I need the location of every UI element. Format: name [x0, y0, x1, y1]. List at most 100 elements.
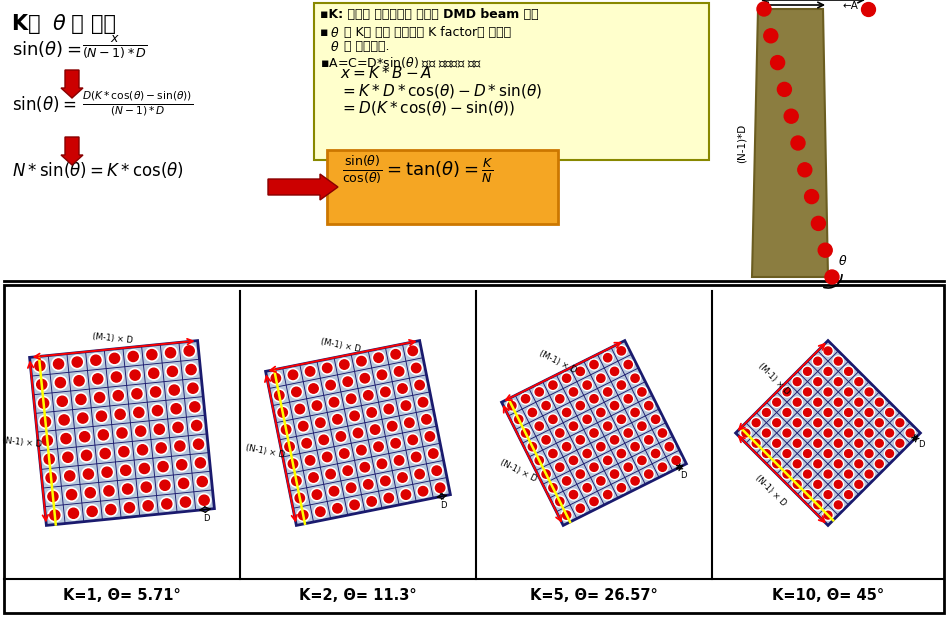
Circle shape: [76, 412, 89, 425]
Circle shape: [824, 511, 832, 519]
Circle shape: [574, 366, 586, 377]
Circle shape: [170, 402, 183, 415]
Circle shape: [314, 416, 327, 429]
Circle shape: [61, 450, 75, 464]
Circle shape: [388, 421, 397, 431]
Circle shape: [772, 397, 782, 407]
Circle shape: [72, 374, 86, 387]
Circle shape: [141, 499, 155, 513]
Circle shape: [343, 377, 353, 386]
Circle shape: [78, 413, 88, 423]
Circle shape: [855, 399, 863, 406]
Circle shape: [66, 489, 77, 500]
Circle shape: [55, 378, 65, 387]
Circle shape: [396, 471, 409, 484]
Circle shape: [377, 370, 387, 379]
Circle shape: [561, 373, 573, 384]
Circle shape: [812, 479, 823, 489]
Circle shape: [99, 447, 112, 460]
Circle shape: [638, 388, 646, 396]
Text: K=2, Θ= 11.3°: K=2, Θ= 11.3°: [300, 589, 417, 603]
Circle shape: [128, 352, 138, 362]
Circle shape: [762, 450, 771, 457]
Circle shape: [301, 437, 313, 450]
Circle shape: [379, 474, 392, 487]
Circle shape: [354, 428, 363, 437]
Text: K=5, Θ= 26.57°: K=5, Θ= 26.57°: [530, 589, 658, 603]
Circle shape: [644, 400, 654, 411]
Circle shape: [812, 438, 823, 449]
Circle shape: [316, 418, 325, 428]
Circle shape: [99, 430, 108, 440]
Circle shape: [824, 491, 832, 499]
Circle shape: [624, 429, 632, 437]
Circle shape: [574, 503, 586, 514]
Circle shape: [761, 407, 772, 418]
Circle shape: [139, 463, 150, 473]
Circle shape: [394, 456, 404, 465]
Circle shape: [326, 380, 336, 390]
Circle shape: [866, 450, 873, 457]
Circle shape: [508, 402, 516, 410]
Circle shape: [644, 434, 654, 445]
Circle shape: [527, 407, 538, 418]
Circle shape: [896, 419, 903, 426]
Circle shape: [93, 391, 106, 404]
Circle shape: [158, 462, 168, 471]
Circle shape: [156, 460, 170, 473]
Circle shape: [589, 428, 599, 439]
Circle shape: [549, 415, 557, 423]
Circle shape: [596, 442, 605, 451]
Circle shape: [783, 450, 791, 457]
Circle shape: [583, 381, 592, 389]
Circle shape: [413, 379, 426, 391]
Circle shape: [853, 438, 864, 449]
Text: ▪A=C=D*sin($\theta$) 라는 조건하에 성립: ▪A=C=D*sin($\theta$) 라는 조건하에 성립: [320, 55, 482, 70]
Circle shape: [305, 456, 315, 465]
Circle shape: [515, 415, 523, 423]
Circle shape: [100, 449, 110, 458]
Circle shape: [651, 415, 660, 423]
Circle shape: [761, 449, 772, 459]
Circle shape: [521, 429, 530, 437]
Circle shape: [356, 355, 368, 367]
Circle shape: [375, 368, 389, 381]
Circle shape: [624, 463, 632, 471]
Circle shape: [590, 395, 598, 403]
Circle shape: [166, 347, 175, 358]
Circle shape: [812, 356, 823, 366]
Circle shape: [292, 476, 301, 486]
Circle shape: [874, 418, 884, 428]
Circle shape: [595, 407, 607, 418]
Circle shape: [136, 443, 149, 457]
Circle shape: [813, 419, 822, 426]
Circle shape: [568, 421, 579, 432]
Circle shape: [602, 386, 613, 397]
Circle shape: [528, 442, 537, 451]
Circle shape: [311, 399, 323, 412]
Circle shape: [120, 465, 131, 476]
Circle shape: [427, 447, 440, 460]
Circle shape: [555, 428, 565, 439]
Circle shape: [400, 399, 412, 412]
Circle shape: [772, 438, 782, 449]
Circle shape: [74, 392, 87, 406]
Circle shape: [346, 483, 356, 492]
Circle shape: [120, 482, 135, 495]
Circle shape: [855, 378, 863, 386]
Circle shape: [570, 422, 577, 430]
Circle shape: [271, 373, 281, 383]
Circle shape: [66, 507, 81, 520]
Circle shape: [156, 443, 166, 453]
Circle shape: [568, 489, 579, 500]
Circle shape: [813, 481, 822, 488]
Circle shape: [638, 456, 646, 465]
Circle shape: [506, 400, 518, 411]
Circle shape: [53, 359, 64, 369]
Circle shape: [562, 408, 571, 416]
Circle shape: [284, 442, 294, 452]
Circle shape: [155, 424, 164, 434]
Text: $\theta$: $\theta$: [330, 40, 339, 54]
Circle shape: [324, 468, 337, 481]
Circle shape: [411, 452, 421, 462]
